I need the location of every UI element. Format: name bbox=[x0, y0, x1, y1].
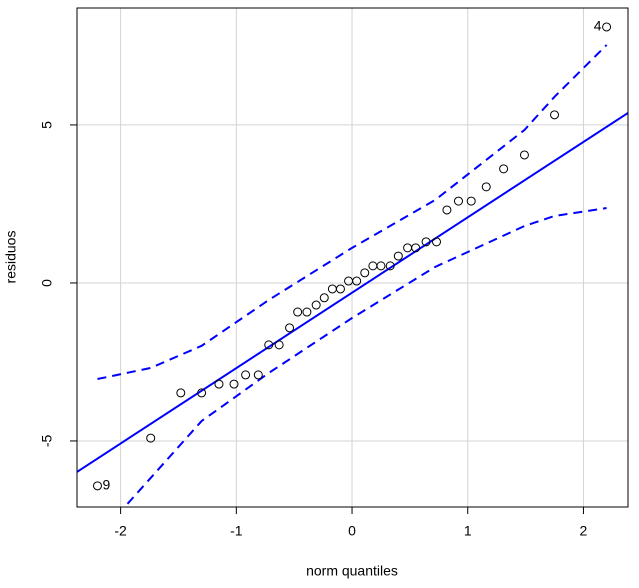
point bbox=[432, 237, 442, 247]
point bbox=[442, 205, 452, 215]
point bbox=[376, 261, 386, 271]
point bbox=[214, 379, 224, 389]
point bbox=[481, 182, 491, 192]
point bbox=[264, 340, 274, 350]
point-label: 4 bbox=[594, 18, 602, 34]
point bbox=[302, 307, 312, 317]
point bbox=[146, 433, 156, 443]
x-axis-label: norm quantiles bbox=[306, 563, 398, 579]
point bbox=[368, 261, 378, 271]
point bbox=[197, 388, 207, 398]
point bbox=[421, 237, 431, 247]
point-label: 9 bbox=[102, 477, 110, 493]
point bbox=[550, 110, 560, 120]
point bbox=[360, 268, 370, 278]
point bbox=[453, 196, 463, 206]
point bbox=[519, 150, 529, 160]
point bbox=[327, 284, 337, 294]
point bbox=[92, 481, 102, 491]
envelope-line bbox=[97, 44, 608, 380]
point bbox=[274, 340, 284, 350]
x-tick-label: -1 bbox=[230, 523, 243, 539]
grid bbox=[77, 8, 628, 507]
point bbox=[385, 261, 395, 271]
point bbox=[403, 243, 413, 253]
fit-line bbox=[77, 112, 628, 473]
point bbox=[293, 307, 303, 317]
point bbox=[241, 370, 251, 380]
point bbox=[466, 196, 476, 206]
point bbox=[253, 370, 263, 380]
x-tick-label: -2 bbox=[114, 523, 127, 539]
point bbox=[229, 379, 239, 389]
point bbox=[393, 251, 403, 261]
plot-area bbox=[77, 44, 628, 507]
envelope-line bbox=[123, 207, 607, 507]
point bbox=[411, 243, 421, 253]
point bbox=[344, 276, 354, 286]
x-tick-label: 1 bbox=[464, 523, 472, 539]
point bbox=[319, 293, 329, 303]
point bbox=[285, 323, 295, 333]
y-tick-label: -5 bbox=[39, 435, 55, 448]
point bbox=[352, 276, 362, 286]
y-axis-label: residuos bbox=[3, 231, 19, 284]
point bbox=[176, 388, 186, 398]
y-tick-label: 5 bbox=[39, 121, 55, 129]
x-tick-label: 2 bbox=[580, 523, 588, 539]
point bbox=[602, 22, 612, 32]
point bbox=[335, 284, 345, 294]
x-tick-label: 0 bbox=[348, 523, 356, 539]
point bbox=[499, 164, 509, 174]
y-tick-label: 0 bbox=[39, 279, 55, 287]
point bbox=[311, 300, 321, 310]
